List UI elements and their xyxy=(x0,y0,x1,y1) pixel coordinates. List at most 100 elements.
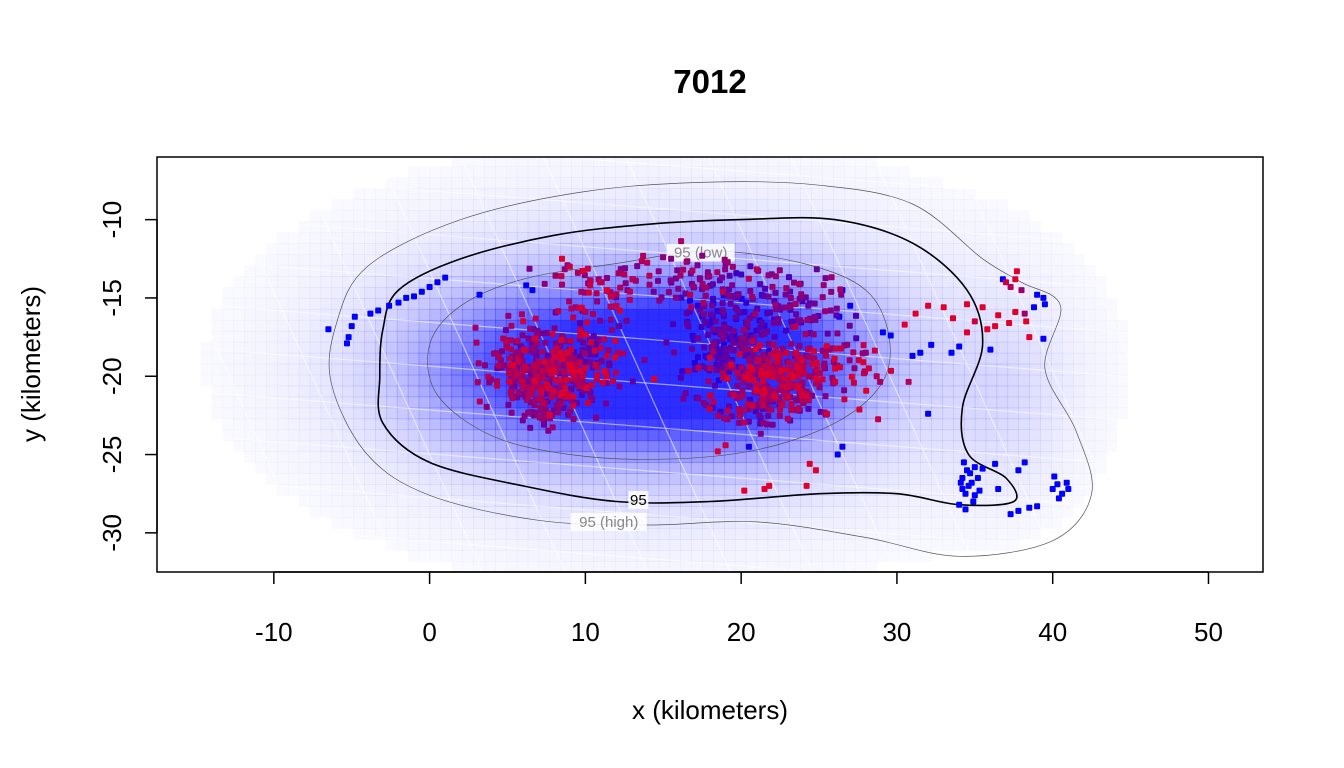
data-point xyxy=(771,392,778,399)
data-point xyxy=(508,322,515,329)
data-point xyxy=(559,255,565,262)
data-point xyxy=(743,299,750,306)
data-point xyxy=(901,321,908,328)
x-tick-label: 50 xyxy=(1194,617,1223,647)
data-point xyxy=(853,335,860,342)
data-point xyxy=(672,275,679,282)
data-point xyxy=(796,281,803,288)
data-point xyxy=(742,374,749,381)
data-point xyxy=(734,382,741,389)
data-point xyxy=(688,304,695,311)
data-point xyxy=(587,390,594,396)
data-point xyxy=(812,467,819,474)
data-point xyxy=(735,291,742,298)
data-point xyxy=(992,323,999,330)
data-point xyxy=(710,295,716,302)
data-point xyxy=(859,350,866,357)
data-point xyxy=(747,288,754,294)
data-point xyxy=(850,349,857,356)
data-point xyxy=(758,319,765,326)
data-point xyxy=(1049,486,1056,492)
data-point xyxy=(682,390,689,397)
data-point xyxy=(746,356,753,363)
data-point xyxy=(593,414,600,421)
data-point xyxy=(772,273,779,280)
data-point xyxy=(663,339,670,346)
data-point xyxy=(959,475,966,481)
data-point xyxy=(494,378,500,385)
data-point xyxy=(799,357,805,364)
data-point xyxy=(348,323,355,330)
data-point xyxy=(788,318,795,325)
data-point xyxy=(593,372,600,379)
data-point xyxy=(344,340,350,347)
data-point xyxy=(640,252,647,259)
data-point xyxy=(729,347,736,354)
data-point xyxy=(970,498,977,505)
data-point xyxy=(813,266,820,273)
data-point xyxy=(710,399,717,406)
data-point xyxy=(351,313,358,320)
data-point xyxy=(736,419,743,426)
data-point xyxy=(607,303,614,310)
data-point xyxy=(538,388,545,395)
data-point xyxy=(824,330,831,337)
data-point xyxy=(709,302,716,309)
data-point xyxy=(599,379,606,386)
data-point xyxy=(801,370,808,377)
data-point xyxy=(715,412,722,419)
data-point xyxy=(561,362,567,369)
contour-label-upper: 95 (high) xyxy=(579,514,638,531)
data-point xyxy=(507,355,513,362)
data-point xyxy=(802,331,809,338)
data-point xyxy=(730,391,737,398)
data-point xyxy=(846,322,853,329)
data-point xyxy=(501,362,508,369)
data-point xyxy=(552,272,559,279)
data-point xyxy=(608,327,615,334)
data-point xyxy=(766,482,773,489)
data-point xyxy=(713,367,720,374)
data-point xyxy=(838,345,845,352)
data-point xyxy=(590,311,596,317)
data-point xyxy=(751,376,758,383)
data-point xyxy=(651,376,658,383)
x-tick-label: -10 xyxy=(255,617,293,647)
data-point xyxy=(541,280,548,287)
data-point xyxy=(720,308,727,314)
data-point xyxy=(772,289,779,296)
data-point xyxy=(579,373,586,380)
data-point xyxy=(375,307,382,314)
data-point xyxy=(805,302,812,309)
data-point xyxy=(671,349,678,356)
data-point xyxy=(777,406,784,413)
data-point xyxy=(591,347,598,354)
relocation-points xyxy=(325,238,1072,518)
data-point xyxy=(781,375,788,381)
data-point xyxy=(1055,495,1062,502)
data-point xyxy=(792,301,799,307)
data-point xyxy=(720,313,727,320)
data-point xyxy=(621,271,628,278)
data-point xyxy=(557,349,564,356)
data-point xyxy=(770,319,777,326)
data-point xyxy=(555,308,562,315)
data-point xyxy=(680,395,687,402)
data-point xyxy=(634,263,641,270)
data-point xyxy=(747,263,754,270)
data-point xyxy=(612,354,619,361)
data-point xyxy=(846,357,853,364)
data-point xyxy=(774,358,781,365)
data-point xyxy=(767,309,773,316)
data-point xyxy=(1031,304,1037,311)
data-point xyxy=(514,394,521,401)
data-point xyxy=(812,317,819,323)
data-point xyxy=(736,412,743,419)
data-point xyxy=(418,288,425,295)
data-point xyxy=(386,302,393,309)
contour-lower xyxy=(427,250,891,460)
data-point xyxy=(623,317,630,324)
data-point xyxy=(646,272,653,279)
data-point xyxy=(520,318,527,325)
data-point xyxy=(674,267,681,274)
